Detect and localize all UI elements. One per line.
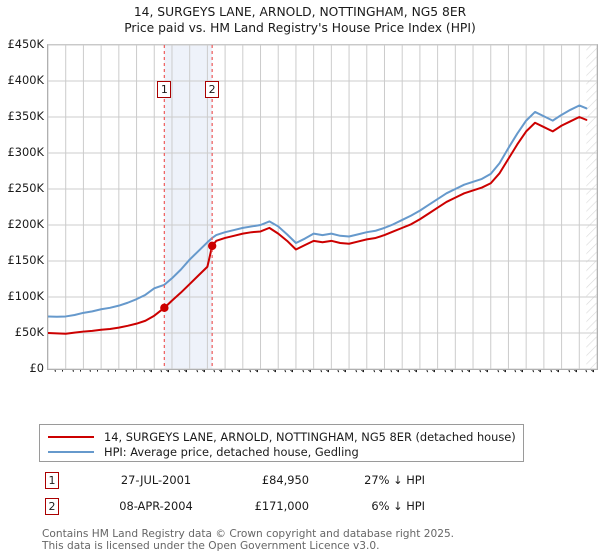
chart-area: £0 £50K £100K £150K £200K £250K £300K £350K £400…: [0, 36, 600, 376]
plot-svg: [48, 45, 597, 369]
y-tick-label: £0: [29, 361, 45, 375]
legend-swatch-hpi: [48, 450, 94, 453]
y-tick-label: £150K: [7, 253, 44, 267]
y-tick-label: £200K: [7, 217, 44, 231]
chart-legend: 14, SURGEYS LANE, ARNOLD, NOTTINGHAM, NG…: [39, 424, 524, 462]
transaction-date-2: 08-APR-2004: [119, 499, 193, 513]
legend-item-hpi: HPI: Average price, detached house, Gedl…: [48, 444, 523, 459]
transaction-marker-2: 2: [45, 498, 59, 515]
y-tick-label: £450K: [7, 37, 44, 51]
y-tick-label: £350K: [7, 109, 44, 123]
footer-attribution: Contains HM Land Registry data © Crown c…: [42, 528, 582, 552]
transaction-hpi-delta-2: 6% ↓ HPI: [371, 499, 425, 513]
legend-item-price-paid: 14, SURGEYS LANE, ARNOLD, NOTTINGHAM, NG…: [48, 429, 523, 444]
sale-flag-2[interactable]: 2: [205, 81, 220, 98]
footer-line-1: Contains HM Land Registry data © Crown c…: [42, 528, 455, 540]
transaction-marker-1: 1: [45, 472, 59, 489]
y-tick-label: £400K: [7, 73, 44, 87]
y-tick-label: £300K: [7, 145, 44, 159]
title-line-1: 14, SURGEYS LANE, ARNOLD, NOTTINGHAM, NG…: [133, 5, 467, 19]
transaction-price-1: £84,950: [261, 473, 309, 487]
footer-line-2: This data is licensed under the Open Gov…: [42, 540, 380, 552]
table-row[interactable]: 1 27-JUL-2001 £84,950 27% ↓ HPI: [39, 470, 459, 496]
transaction-price-2: £171,000: [254, 499, 309, 513]
transaction-hpi-delta-1: 27% ↓ HPI: [364, 473, 425, 487]
y-tick-label: £100K: [7, 289, 44, 303]
legend-swatch-price-paid: [48, 435, 94, 438]
legend-label-hpi: HPI: Average price, detached house, Gedl…: [104, 444, 359, 459]
y-tick-label: £50K: [14, 325, 44, 339]
transaction-date-1: 27-JUL-2001: [120, 473, 192, 487]
transactions-table: 1 27-JUL-2001 £84,950 27% ↓ HPI 2 08-APR…: [39, 470, 459, 522]
y-tick-label: £250K: [7, 181, 44, 195]
page-title: 14, SURGEYS LANE, ARNOLD, NOTTINGHAM, NG…: [0, 4, 600, 36]
table-row[interactable]: 2 08-APR-2004 £171,000 6% ↓ HPI: [39, 496, 459, 522]
title-line-2: Price paid vs. HM Land Registry's House …: [124, 21, 476, 35]
sale-flag-1[interactable]: 1: [157, 81, 172, 98]
legend-label-price-paid: 14, SURGEYS LANE, ARNOLD, NOTTINGHAM, NG…: [104, 429, 516, 444]
